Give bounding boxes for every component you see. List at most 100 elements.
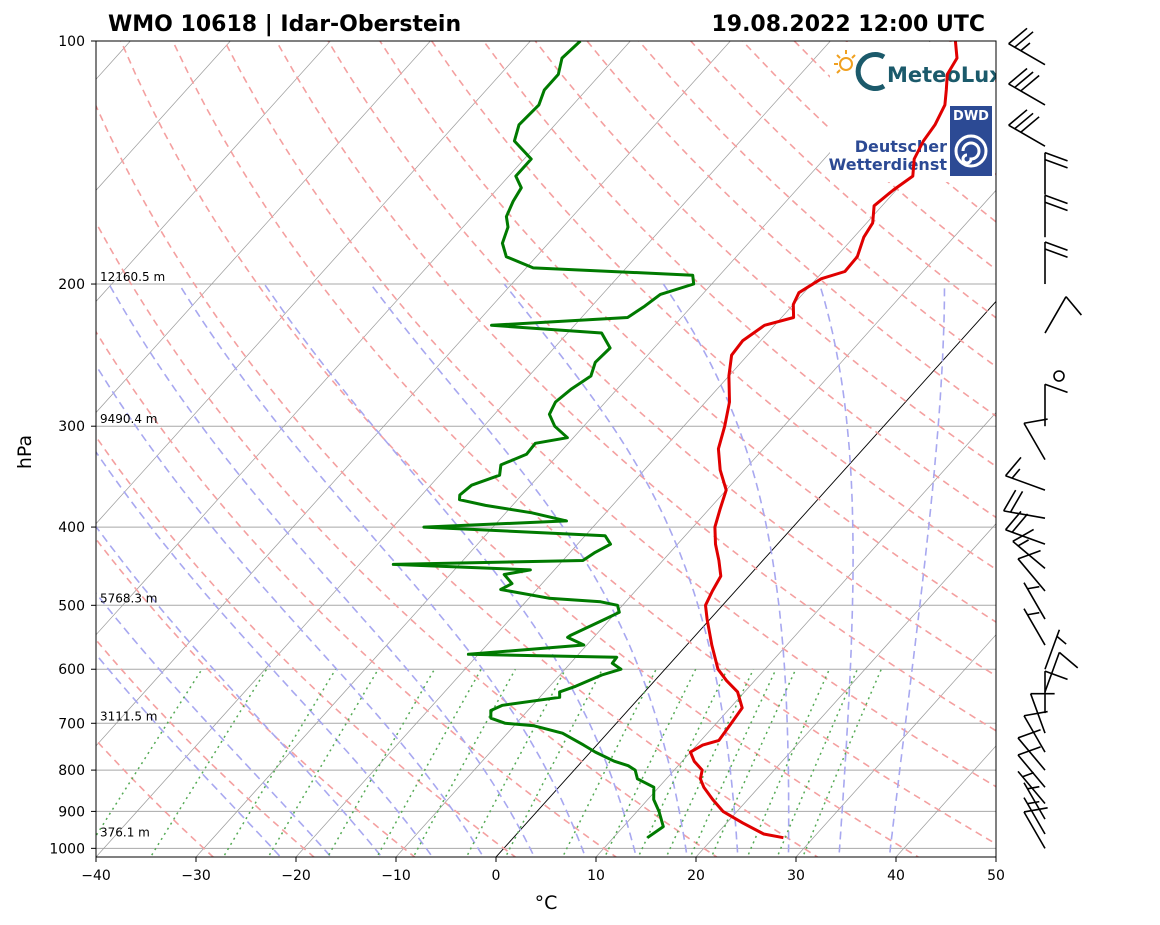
wind-barb <box>1029 692 1055 734</box>
barb-staff <box>1008 83 1046 106</box>
x-tick-label: 20 <box>687 868 705 884</box>
moist-adiabat-lines <box>96 283 946 857</box>
height-label: 5768.3 m <box>100 591 158 605</box>
barb-feather <box>1044 201 1068 212</box>
barb-feather <box>1023 710 1048 717</box>
barb-staff <box>1017 558 1046 592</box>
barb-feather <box>1009 490 1024 513</box>
barb-feather <box>1044 670 1068 681</box>
isotherm-lines <box>96 41 996 857</box>
wind-barbs <box>1002 27 1083 849</box>
wind-barb <box>1044 151 1068 195</box>
mixing-ratio-line <box>776 668 859 857</box>
meteolux-swoosh-icon <box>855 52 886 91</box>
barb-feather <box>1023 418 1048 425</box>
barb-feather <box>1027 785 1040 790</box>
wind-barb <box>1008 109 1046 147</box>
barb-staff <box>1029 693 1046 734</box>
dwd-badge-text: DWD <box>953 109 989 124</box>
isotherm-line <box>96 41 431 414</box>
dwd-badge <box>950 106 992 176</box>
barb-feather <box>1023 807 1048 813</box>
wind-barb <box>1044 296 1083 334</box>
moist-adiabat-line <box>96 653 282 857</box>
y-tick-label: 600 <box>58 662 85 678</box>
barb-feather <box>1008 109 1028 126</box>
barb-staff <box>1044 296 1067 334</box>
barb-feather <box>1044 158 1068 169</box>
y-tick-label: 200 <box>58 277 85 293</box>
y-tick-label: 800 <box>58 763 85 779</box>
temperature-profile-line <box>688 41 959 840</box>
isotherm-line <box>395 189 996 857</box>
mixing-ratio-line <box>149 668 268 857</box>
dry-adiabat-line <box>96 537 416 857</box>
y-tick-label: 1000 <box>49 841 85 857</box>
barb-feather <box>1004 510 1022 531</box>
barb-feather <box>1058 651 1079 669</box>
isotherm-line <box>795 634 996 857</box>
mixing-ratio-line <box>412 668 517 857</box>
barb-feather <box>1004 456 1022 477</box>
barb-feather <box>1020 74 1040 92</box>
wind-barb <box>1023 807 1048 849</box>
wind-barb <box>1023 782 1046 820</box>
barb-feather <box>1044 383 1068 394</box>
barb-staff <box>1044 652 1061 693</box>
moist-adiabat-line <box>108 283 536 857</box>
x-tick-label: 0 <box>492 868 501 884</box>
height-labels: 12160.5 m 9490.4 m 5768.3 m 3111.5 m 376.1 m <box>100 270 165 839</box>
y-axis-ticks: 100 200 300 400 500 600 700 800 900 1000 <box>49 34 96 857</box>
mixing-ratio-line <box>465 668 567 857</box>
mixing-ratio-line <box>267 668 379 857</box>
moist-adiabat-line <box>96 525 383 857</box>
barb-feather <box>1014 31 1034 48</box>
isotherm-line <box>96 41 831 857</box>
dry-adiabat-line <box>327 41 996 677</box>
dewpoint-profile-line <box>391 41 696 839</box>
y-tick-label: 900 <box>58 804 85 820</box>
barb-staff <box>1005 475 1046 491</box>
barb-staff <box>1023 582 1046 620</box>
meteolux-logo-text: MeteoLux <box>887 63 1003 87</box>
isotherm-line <box>595 412 996 857</box>
barb-staff <box>1017 770 1046 805</box>
barb-feather <box>1012 528 1035 543</box>
chart-title-datetime: 19.08.2022 12:00 UTC <box>711 12 985 37</box>
barb-feather <box>1020 116 1040 133</box>
wind-barb <box>1044 383 1068 427</box>
barb-feather <box>1017 539 1029 547</box>
barb-staff <box>1023 811 1046 849</box>
barb-feather <box>1027 611 1040 616</box>
barb-staff <box>1023 797 1046 835</box>
dry-adiabat-line <box>96 638 316 857</box>
height-label: 12160.5 m <box>100 270 165 284</box>
barb-feather <box>1014 71 1034 89</box>
isotherm-line <box>96 41 231 191</box>
mixing-ratio-line <box>222 668 337 857</box>
isotherm-line <box>695 523 996 857</box>
wind-barb <box>1044 670 1068 714</box>
mixing-ratio-line <box>801 668 882 857</box>
barb-feather <box>1022 771 1035 778</box>
barb-feather <box>1044 241 1068 252</box>
moist-adiabat-line <box>96 363 485 857</box>
barb-feather <box>1020 42 1031 52</box>
mixing-ratio-line <box>376 668 482 857</box>
x-tick-label: 50 <box>987 868 1005 884</box>
mixing-ratio-line <box>504 668 604 857</box>
x-tick-label: 40 <box>887 868 905 884</box>
barb-feather <box>1027 800 1040 805</box>
y-axis-label: hPa <box>14 435 36 469</box>
dry-adiabat-line <box>586 41 996 418</box>
dry-adiabat-line <box>171 41 996 845</box>
isotherm-line <box>96 41 731 747</box>
barb-feather <box>1044 248 1068 259</box>
height-label: 9490.4 m <box>100 412 158 426</box>
plot-area: MeteoLux DWD Deutscher Wetterdienst 1216… <box>96 41 1003 857</box>
wind-barb <box>1023 710 1048 753</box>
wind-barb <box>1017 770 1046 805</box>
dry-adiabat-line <box>379 41 996 624</box>
x-axis-ticks: −40 −30 −20 −10 0 10 20 30 40 50 <box>81 857 1005 884</box>
